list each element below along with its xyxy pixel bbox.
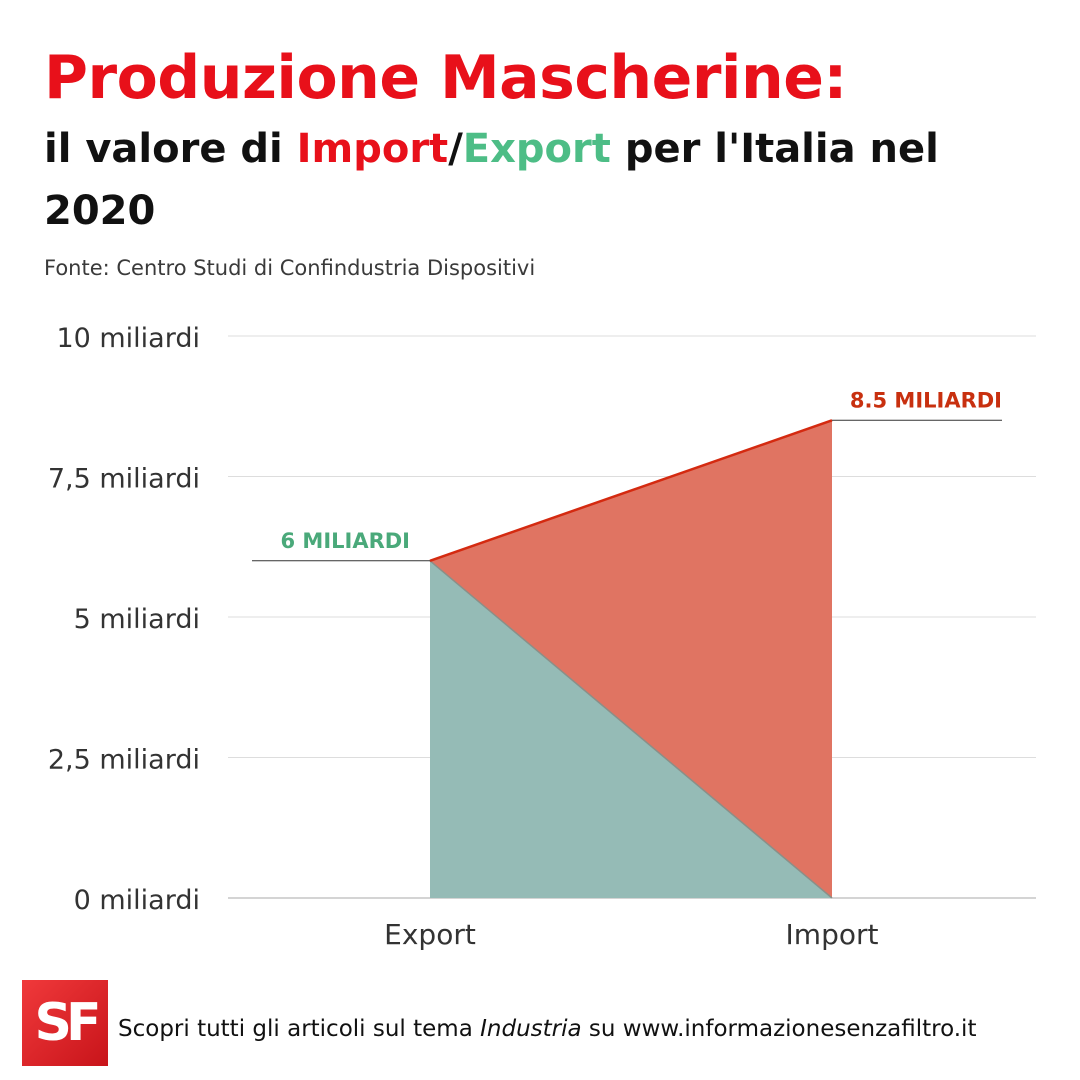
- subtitle-text-end: per l'Italia nel 2020: [44, 126, 939, 234]
- subtitle-separator: /: [448, 126, 463, 172]
- export-series-line: [429, 560, 833, 899]
- chart-title: Produzione Mascherine:: [44, 43, 847, 113]
- y-tick-label: 5 miliardi: [74, 604, 200, 635]
- footer: SF Scopri tutti gli articoli sul tema In…: [22, 980, 1062, 1066]
- chart-source: Fonte: Centro Studi di Confindustria Dis…: [44, 256, 536, 280]
- import-series-line: [429, 419, 833, 562]
- subtitle-import-word: Import: [296, 126, 449, 172]
- area-chart: 0 miliardi 2,5 miliardi 5 miliardi 7,5 mili…: [48, 323, 1036, 951]
- footer-topic[interactable]: Industria: [480, 1016, 582, 1042]
- chart-subtitle: il valore di Import/Export per l'Italia …: [44, 118, 1044, 242]
- footer-link[interactable]: su www.informazionesenzafiltro.it: [581, 1016, 977, 1042]
- subtitle-text-start: il valore di: [44, 126, 297, 172]
- y-tick-label: 7,5 miliardi: [48, 464, 200, 495]
- x-tick-label: Import: [786, 918, 879, 951]
- y-tick-label: 0 miliardi: [74, 885, 200, 916]
- y-tick-label: 2,5 miliardi: [48, 745, 200, 776]
- footer-text-start: Scopri tutti gli articoli sul tema: [118, 1016, 481, 1042]
- footer-text: Scopri tutti gli articoli sul tema Indus…: [118, 1016, 976, 1042]
- export-value-label: 6 MILIARDI: [281, 529, 411, 553]
- sf-logo[interactable]: SF: [22, 980, 108, 1066]
- import-area: [430, 420, 832, 898]
- import-value-label: 8.5 MILIARDI: [850, 388, 1002, 412]
- x-tick-label: Export: [384, 918, 476, 951]
- y-tick-label: 10 miliardi: [56, 323, 200, 354]
- subtitle-export-word: Export: [462, 126, 611, 172]
